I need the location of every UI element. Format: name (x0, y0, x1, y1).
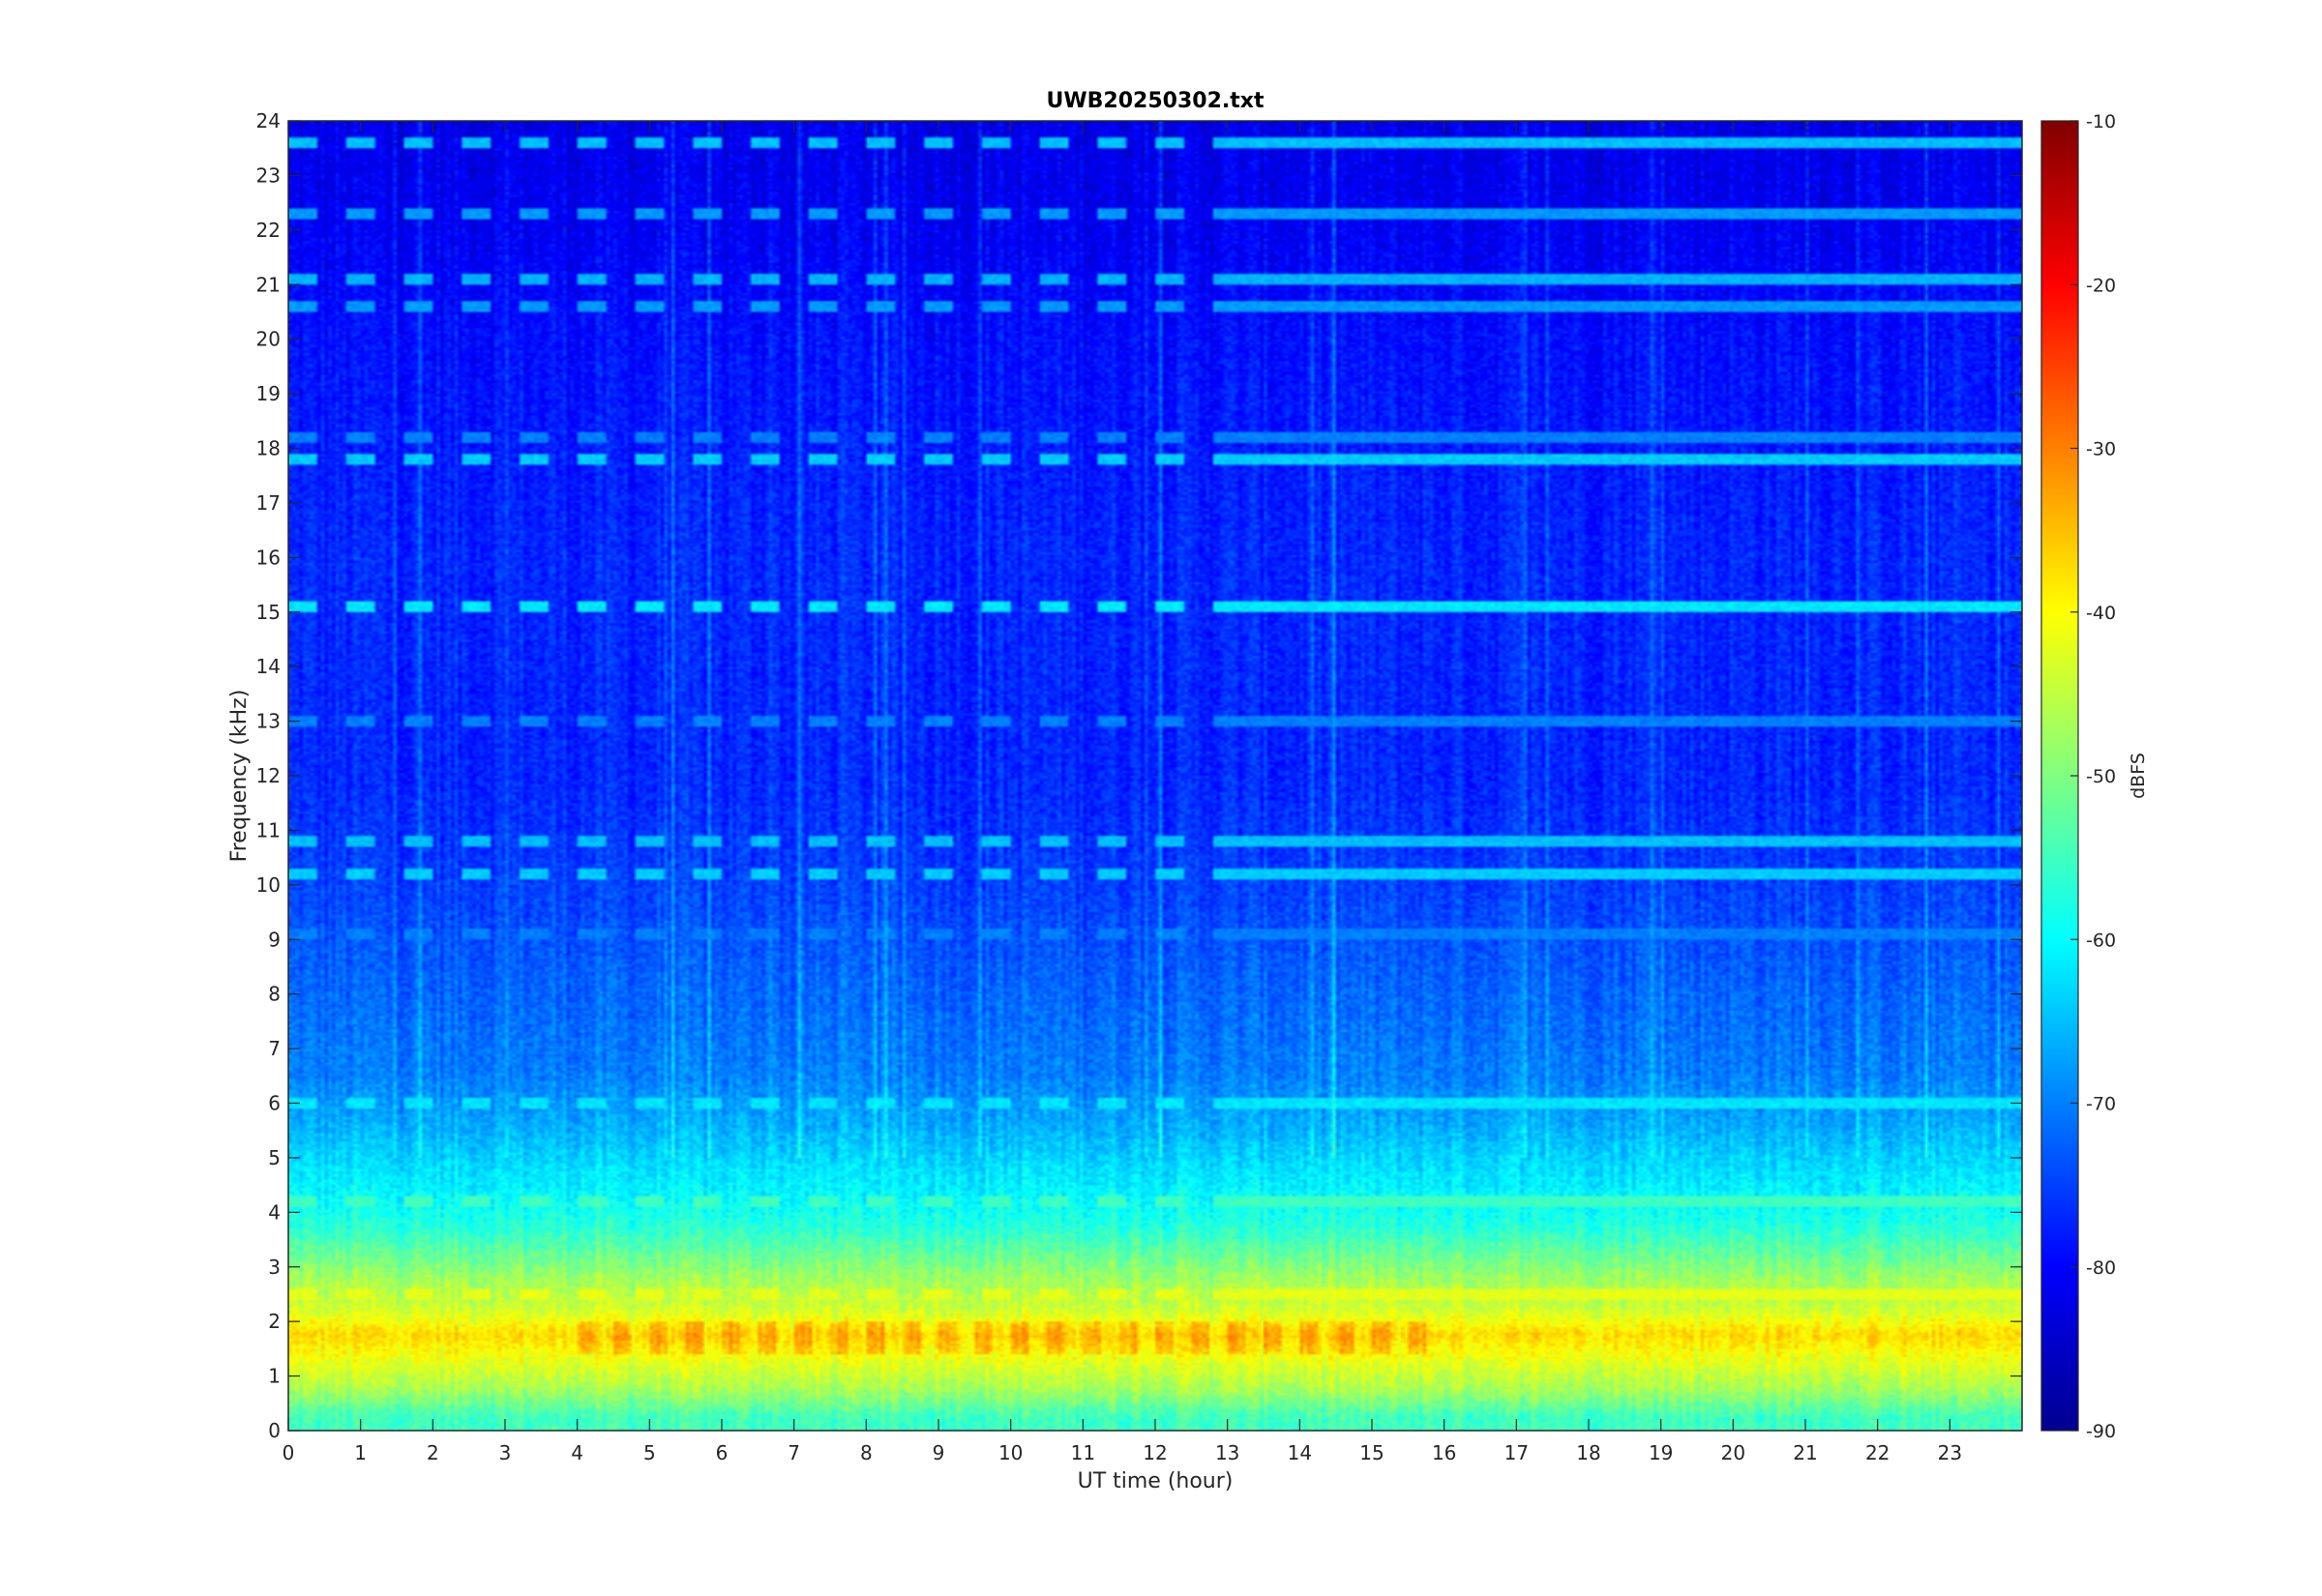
x-tick-label: 0 (283, 1441, 295, 1464)
x-axis-ticks: 0 1 2 3 4 5 6 7 8 9 10 11 12 13 14 15 16 17 18 19 20 21 22 23 (283, 121, 1962, 1464)
spectrogram-heatmap (288, 121, 2022, 1431)
x-tick-label: 5 (643, 1441, 656, 1464)
colorbar-tick-label: -80 (2086, 1257, 2116, 1279)
y-tick-label: 13 (256, 710, 281, 733)
y-tick-label: 24 (256, 109, 281, 133)
x-tick-label: 3 (499, 1441, 512, 1464)
y-tick-label: 12 (256, 764, 281, 787)
colorbar-tick-label: -70 (2086, 1094, 2116, 1115)
x-tick-label: 2 (427, 1441, 439, 1464)
x-tick-label: 20 (1721, 1441, 1745, 1464)
colorbar-tick-label: -10 (2086, 111, 2116, 133)
x-tick-label: 1 (354, 1441, 367, 1464)
colorbar-ticks: -10 -20 -30 -40 -50 -60 -70 -80 -90 (2070, 111, 2116, 1442)
colorbar-tick-label: -20 (2086, 275, 2116, 296)
y-tick-label: 18 (256, 437, 281, 460)
colorbar-tick-label: -40 (2086, 603, 2116, 624)
y-tick-label: 2 (268, 1310, 281, 1333)
x-tick-label: 9 (933, 1441, 945, 1464)
y-tick-label: 19 (256, 382, 281, 405)
y-tick-label: 5 (268, 1146, 281, 1169)
y-tick-label: 7 (268, 1037, 281, 1060)
x-tick-label: 14 (1288, 1441, 1312, 1464)
plot-area (287, 120, 2023, 1432)
y-tick-label: 22 (256, 219, 281, 242)
y-tick-label: 15 (256, 601, 281, 624)
x-tick-label: 13 (1215, 1441, 1239, 1464)
x-tick-label: 21 (1793, 1441, 1817, 1464)
y-tick-label: 14 (256, 655, 281, 678)
colorbar-tick-label: -50 (2086, 766, 2116, 787)
x-tick-label: 23 (1938, 1441, 1962, 1464)
x-tick-label: 8 (860, 1441, 873, 1464)
colorbar-tick-label: -60 (2086, 930, 2116, 951)
x-tick-label: 11 (1071, 1441, 1095, 1464)
colorbar-tick-label: -90 (2086, 1421, 2116, 1442)
x-tick-label: 10 (998, 1441, 1023, 1464)
y-tick-label: 3 (268, 1256, 281, 1279)
y-tick-label: 17 (256, 491, 281, 515)
y-axis-label: Frequency (kHz) (227, 690, 252, 863)
x-tick-label: 7 (788, 1441, 800, 1464)
x-tick-label: 15 (1359, 1441, 1384, 1464)
colorbar: -10 -20 -30 -40 -50 -60 -70 -80 -90 dBFS (2040, 111, 2149, 1442)
y-tick-label: 11 (256, 818, 281, 842)
y-tick-label: 20 (256, 328, 281, 351)
x-tick-label: 22 (1865, 1441, 1890, 1464)
y-tick-label: 6 (268, 1092, 281, 1115)
y-tick-label: 10 (256, 873, 281, 897)
y-tick-label: 1 (268, 1365, 281, 1388)
colorbar-label: dBFS (2128, 753, 2149, 799)
x-tick-label: 17 (1504, 1441, 1529, 1464)
y-tick-label: 4 (268, 1200, 281, 1224)
y-tick-label: 9 (268, 928, 281, 951)
y-tick-label: 0 (268, 1419, 281, 1442)
x-tick-label: 16 (1432, 1441, 1456, 1464)
x-tick-label: 19 (1649, 1441, 1673, 1464)
x-tick-label: 18 (1576, 1441, 1600, 1464)
x-axis-label: UT time (hour) (1078, 1469, 1234, 1493)
y-tick-label: 21 (256, 273, 281, 296)
x-tick-label: 12 (1143, 1441, 1167, 1464)
y-tick-label: 8 (268, 983, 281, 1006)
y-tick-label: 23 (256, 163, 281, 187)
chart-title: UWB20250302.txt (1047, 89, 1265, 113)
colorbar-tick-label: -30 (2086, 439, 2116, 460)
x-tick-label: 4 (571, 1441, 583, 1464)
x-tick-label: 6 (716, 1441, 729, 1464)
y-tick-label: 16 (256, 546, 281, 569)
